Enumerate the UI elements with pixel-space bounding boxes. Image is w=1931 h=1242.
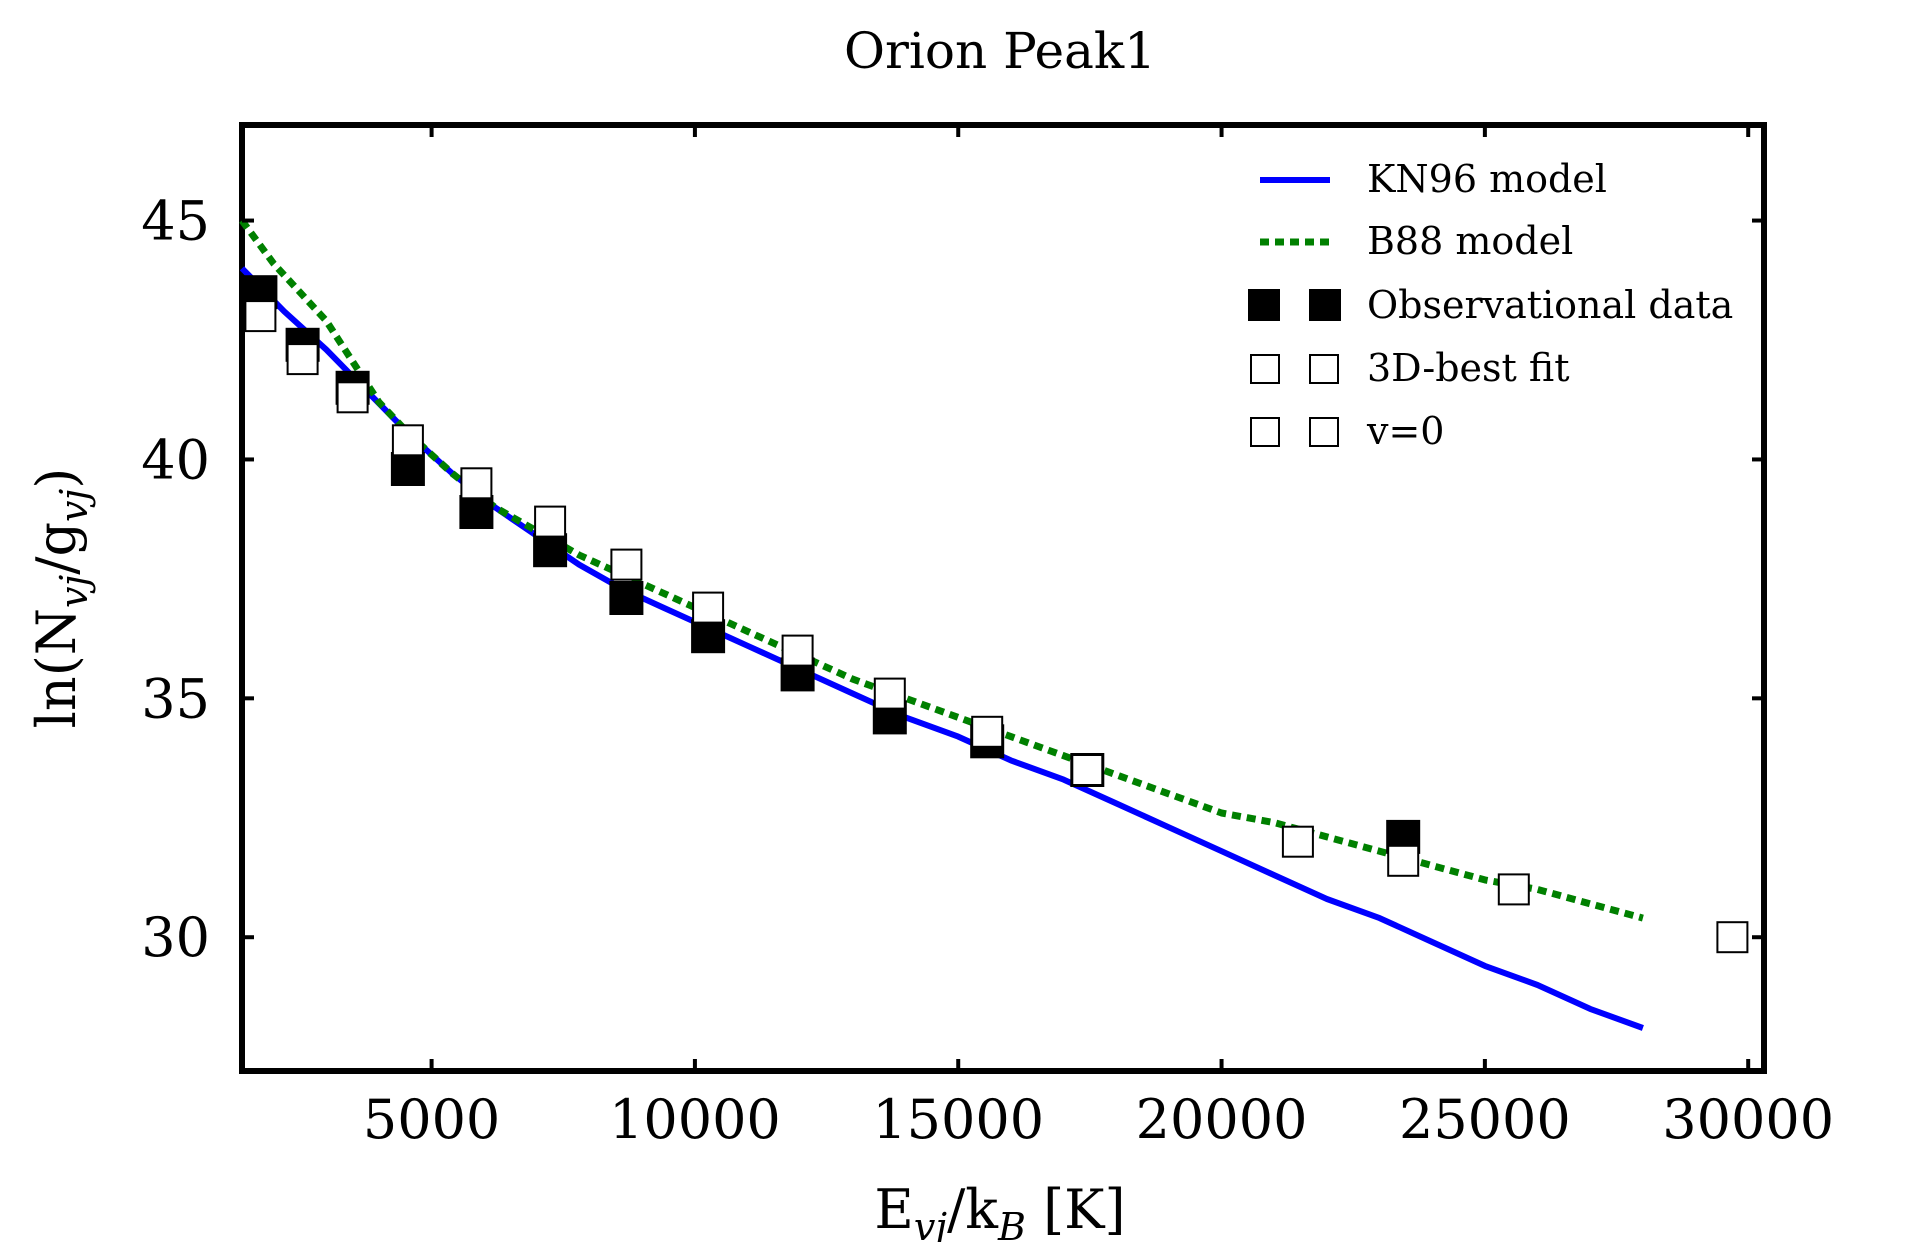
legend-label-observed: Observational data: [1367, 283, 1733, 327]
observed-point: [459, 495, 494, 529]
x-tick-label: 15000: [872, 1088, 1044, 1151]
y-axis-label: ln(Nvj/gvj): [25, 468, 96, 729]
y-tick-label: 35: [141, 667, 210, 730]
x-axis-label-mid: /k: [947, 1178, 999, 1241]
y-tick-label: 45: [141, 190, 210, 253]
x-axis-label-tail: [K]: [1026, 1178, 1126, 1241]
fit-point: [460, 467, 493, 500]
data-markers: [243, 275, 1749, 954]
fit-point: [873, 677, 906, 710]
x-axis-label-sub: vj: [914, 1205, 947, 1242]
legend-label-fit: 3D-best fit: [1367, 346, 1569, 390]
observed-point: [609, 581, 644, 615]
x-axis-label: Evj/kB [K]: [874, 1178, 1125, 1242]
legend-swatch-v0-2: [1309, 417, 1339, 447]
fit-point: [286, 343, 319, 376]
fit-point: [1071, 754, 1104, 786]
fit-point: [971, 715, 1004, 748]
model-lines: [239, 218, 1644, 1031]
observed-point: [533, 533, 568, 568]
fit-point: [1497, 873, 1530, 906]
chart-title: Orion Peak1: [844, 22, 1156, 80]
y-axis-label-sub: vj: [52, 575, 96, 608]
y-axis-label-mid: /g: [25, 522, 88, 575]
plot-area: [239, 122, 1767, 1074]
fit-point: [1281, 825, 1314, 858]
y-axis-label-tail: ): [25, 468, 88, 489]
x-tick-label: 10000: [609, 1088, 781, 1151]
observed-point: [691, 619, 726, 654]
legend-label-kn96: KN96 model: [1367, 157, 1607, 201]
fit-point: [391, 424, 424, 457]
legend-swatch-observed-2: [1309, 289, 1341, 321]
y-axis-label-sub2: vj: [52, 489, 96, 522]
x-tick-label: 25000: [1399, 1088, 1571, 1151]
legend-label-b88: B88 model: [1367, 219, 1573, 263]
fit-point: [336, 381, 369, 414]
x-axis-label-base: E: [874, 1178, 913, 1241]
y-tick-label: 40: [141, 428, 210, 491]
x-tick-label: 5000: [363, 1088, 500, 1151]
fit-point: [534, 505, 567, 538]
legend-swatch-fit-2: [1309, 354, 1339, 384]
fit-point: [692, 591, 725, 624]
x-tick-label: 30000: [1662, 1088, 1834, 1151]
x-axis-label-sub2: B: [997, 1205, 1026, 1242]
x-tick-labels: 5000 10000 15000 20000 25000 30000: [363, 1088, 1834, 1151]
y-tick-labels: 30 35 40 45: [141, 190, 210, 970]
legend-swatch-observed-1: [1248, 289, 1280, 321]
observed-point: [390, 452, 425, 486]
legend: KN96 model B88 model Observational data …: [1248, 157, 1733, 453]
plot-frame: [239, 122, 1767, 1074]
axis-ticks: [242, 125, 1764, 1071]
fit-point: [244, 300, 277, 333]
x-tick-label: 20000: [1136, 1088, 1308, 1151]
fit-point: [781, 634, 814, 667]
fit-point: [1716, 921, 1749, 954]
y-axis-label-pre: ln(N: [25, 608, 88, 728]
y-tick-label: 30: [141, 906, 210, 969]
fit-point: [1387, 844, 1420, 877]
legend-label-v0: v=0: [1366, 409, 1444, 453]
legend-swatch-fit-1: [1250, 354, 1280, 384]
fit-point: [610, 548, 643, 581]
legend-swatch-v0-1: [1250, 417, 1280, 447]
